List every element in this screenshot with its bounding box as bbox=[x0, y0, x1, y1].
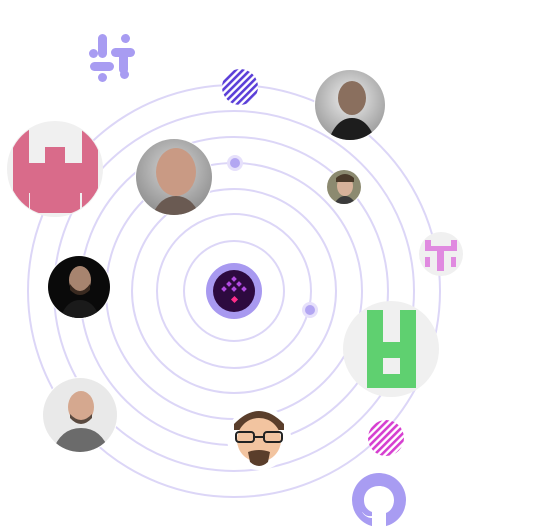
avatar-man-beard-dark bbox=[47, 255, 111, 319]
diamond-grid-logo-icon bbox=[221, 276, 247, 304]
orbit-dot bbox=[227, 155, 243, 171]
orbit-ring bbox=[183, 240, 285, 342]
purple-striped-ball-icon bbox=[222, 69, 258, 105]
orbit-ring bbox=[131, 188, 337, 394]
github-logo-icon bbox=[352, 473, 406, 527]
avatar-man-gray-shirt bbox=[42, 377, 118, 453]
pink-identicon-avatar bbox=[7, 121, 103, 217]
center-logo bbox=[206, 263, 262, 319]
orbit-ring bbox=[156, 213, 312, 369]
avatar-bald-man-top-right bbox=[314, 69, 386, 141]
avatar-young-man-small bbox=[326, 169, 362, 205]
avatar-man-smiling-left bbox=[135, 138, 213, 216]
pink-striped-ball-icon bbox=[368, 420, 404, 456]
orbit-dot bbox=[302, 302, 318, 318]
slack-logo-icon bbox=[89, 34, 135, 82]
avatar-cartoon-glasses bbox=[227, 406, 291, 470]
green-identicon-avatar bbox=[343, 301, 439, 397]
pink-small-identicon-avatar bbox=[419, 232, 463, 276]
